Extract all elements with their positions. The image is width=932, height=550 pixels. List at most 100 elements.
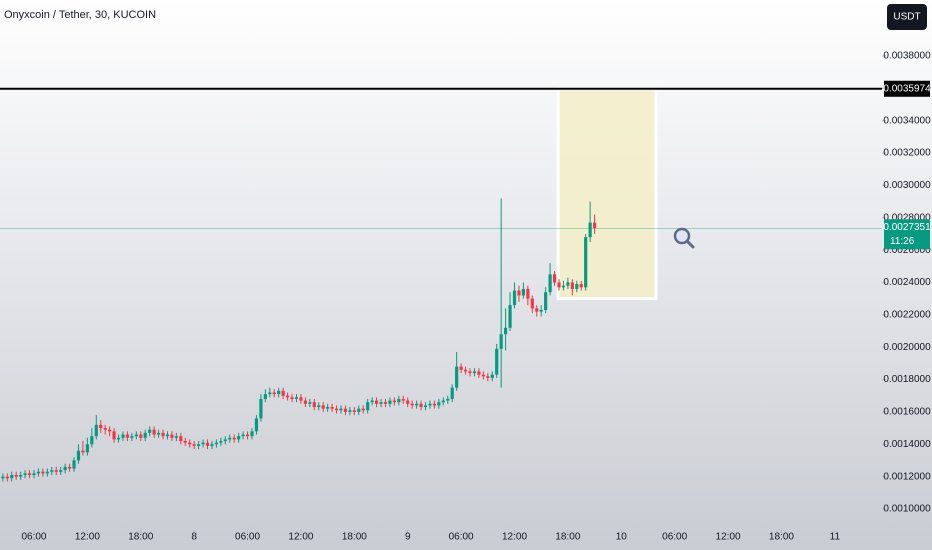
candle-body: [108, 429, 112, 432]
candle-body: [201, 442, 205, 445]
x-tick-label: 06:00: [21, 532, 46, 543]
x-tick-label: 12:00: [716, 532, 741, 543]
candle-body: [27, 473, 32, 475]
candle-body: [570, 282, 574, 289]
candle-body: [423, 405, 428, 408]
x-tick-label: 18:00: [555, 532, 580, 543]
candle-body: [330, 407, 334, 409]
candle-body: [241, 434, 245, 437]
candle-body: [170, 434, 174, 438]
candle-body: [486, 376, 490, 378]
candle-body: [134, 434, 138, 437]
candle-body: [415, 403, 419, 406]
candle-body: [521, 288, 525, 296]
x-tick-label: 06:00: [662, 532, 687, 543]
candle-body: [406, 400, 410, 404]
candle-body: [19, 474, 23, 477]
range-rectangle: [556, 87, 658, 301]
candle-body: [566, 282, 570, 286]
x-tick-label: 8: [191, 532, 197, 543]
candle-body: [334, 408, 339, 411]
candle-body: [36, 471, 41, 474]
x-tick-label: 11: [830, 532, 841, 543]
last-price-label-bg: [884, 219, 930, 250]
candle-body: [161, 432, 165, 437]
candle-body: [179, 436, 183, 442]
candle-body: [197, 444, 201, 446]
plot-layer: 0.0010000 0.0012000 0.0014000 0.0016000 0.00…: [0, 51, 931, 543]
candle-body: [125, 434, 130, 438]
candle-body: [388, 400, 392, 404]
candle-body: [63, 466, 67, 471]
candle-body: [419, 403, 423, 408]
candle-body: [446, 398, 450, 401]
x-tick-label: 06:00: [235, 532, 260, 543]
candle-body: [143, 432, 147, 438]
candle-body: [72, 460, 76, 469]
candle-body: [130, 436, 134, 438]
candle-body: [277, 390, 281, 395]
candle-body: [299, 397, 303, 401]
candle-body: [584, 237, 588, 288]
candle-body: [343, 408, 348, 412]
hline-label-bg: [884, 80, 930, 97]
x-tick-label: 9: [405, 532, 411, 543]
candle-body: [76, 450, 81, 461]
x-tick-label: 18:00: [128, 532, 153, 543]
candle-body: [228, 437, 232, 440]
candle-body: [432, 403, 437, 406]
y-tick-label: 0.0038000: [883, 51, 931, 62]
candle-body: [455, 366, 459, 388]
candle-body: [374, 400, 379, 404]
candle-body: [592, 222, 597, 229]
candle-body: [392, 400, 396, 403]
x-tick-label: 18:00: [342, 532, 367, 543]
y-tick-label: 0.0014000: [883, 439, 931, 450]
candle-body: [459, 366, 463, 370]
candle-body: [214, 442, 219, 445]
chart-title: Onyxcoin / Tether, 30, KUCOIN: [4, 9, 156, 21]
candle-body: [148, 429, 152, 433]
candle-body: [183, 441, 187, 443]
currency-button-bg[interactable]: [887, 4, 927, 30]
candle-body: [67, 466, 72, 469]
candle-body: [50, 470, 54, 472]
y-tick-label: 0.0022000: [883, 309, 931, 320]
currency-button[interactable]: USDT: [893, 12, 920, 23]
candle-body: [450, 387, 454, 399]
candle-body: [317, 405, 321, 408]
candle-body: [272, 392, 276, 395]
candle-body: [103, 428, 107, 430]
candle-body: [174, 436, 178, 438]
candle-body: [370, 400, 374, 403]
candle-body: [254, 418, 259, 432]
candle-body: [41, 471, 45, 474]
y-tick-label: 0.0028000: [883, 212, 931, 223]
candle-body: [250, 431, 254, 437]
candle-body: [32, 473, 36, 475]
candle-body: [156, 432, 161, 435]
candle-body: [588, 222, 592, 238]
candle-body: [463, 369, 468, 372]
candle-body: [477, 371, 481, 375]
candle-body: [210, 444, 214, 446]
candle-body: [290, 397, 294, 399]
candle-body: [321, 405, 325, 409]
candle-body: [383, 402, 388, 404]
candle-body: [232, 437, 236, 440]
candle-body: [397, 398, 401, 403]
candle-body: [85, 444, 89, 453]
candle-body: [348, 410, 352, 412]
candle-body: [557, 282, 561, 288]
countdown-label: 11:26: [890, 236, 915, 247]
candle-body: [512, 290, 517, 306]
magnifier-icon: [673, 227, 695, 249]
candle-body: [112, 431, 116, 440]
y-tick-label: 0.0034000: [883, 115, 931, 126]
candle-body: [410, 403, 414, 406]
candle-body: [468, 371, 472, 374]
candle-body: [192, 444, 196, 446]
candle-body: [579, 284, 583, 288]
candle-body: [81, 450, 85, 453]
